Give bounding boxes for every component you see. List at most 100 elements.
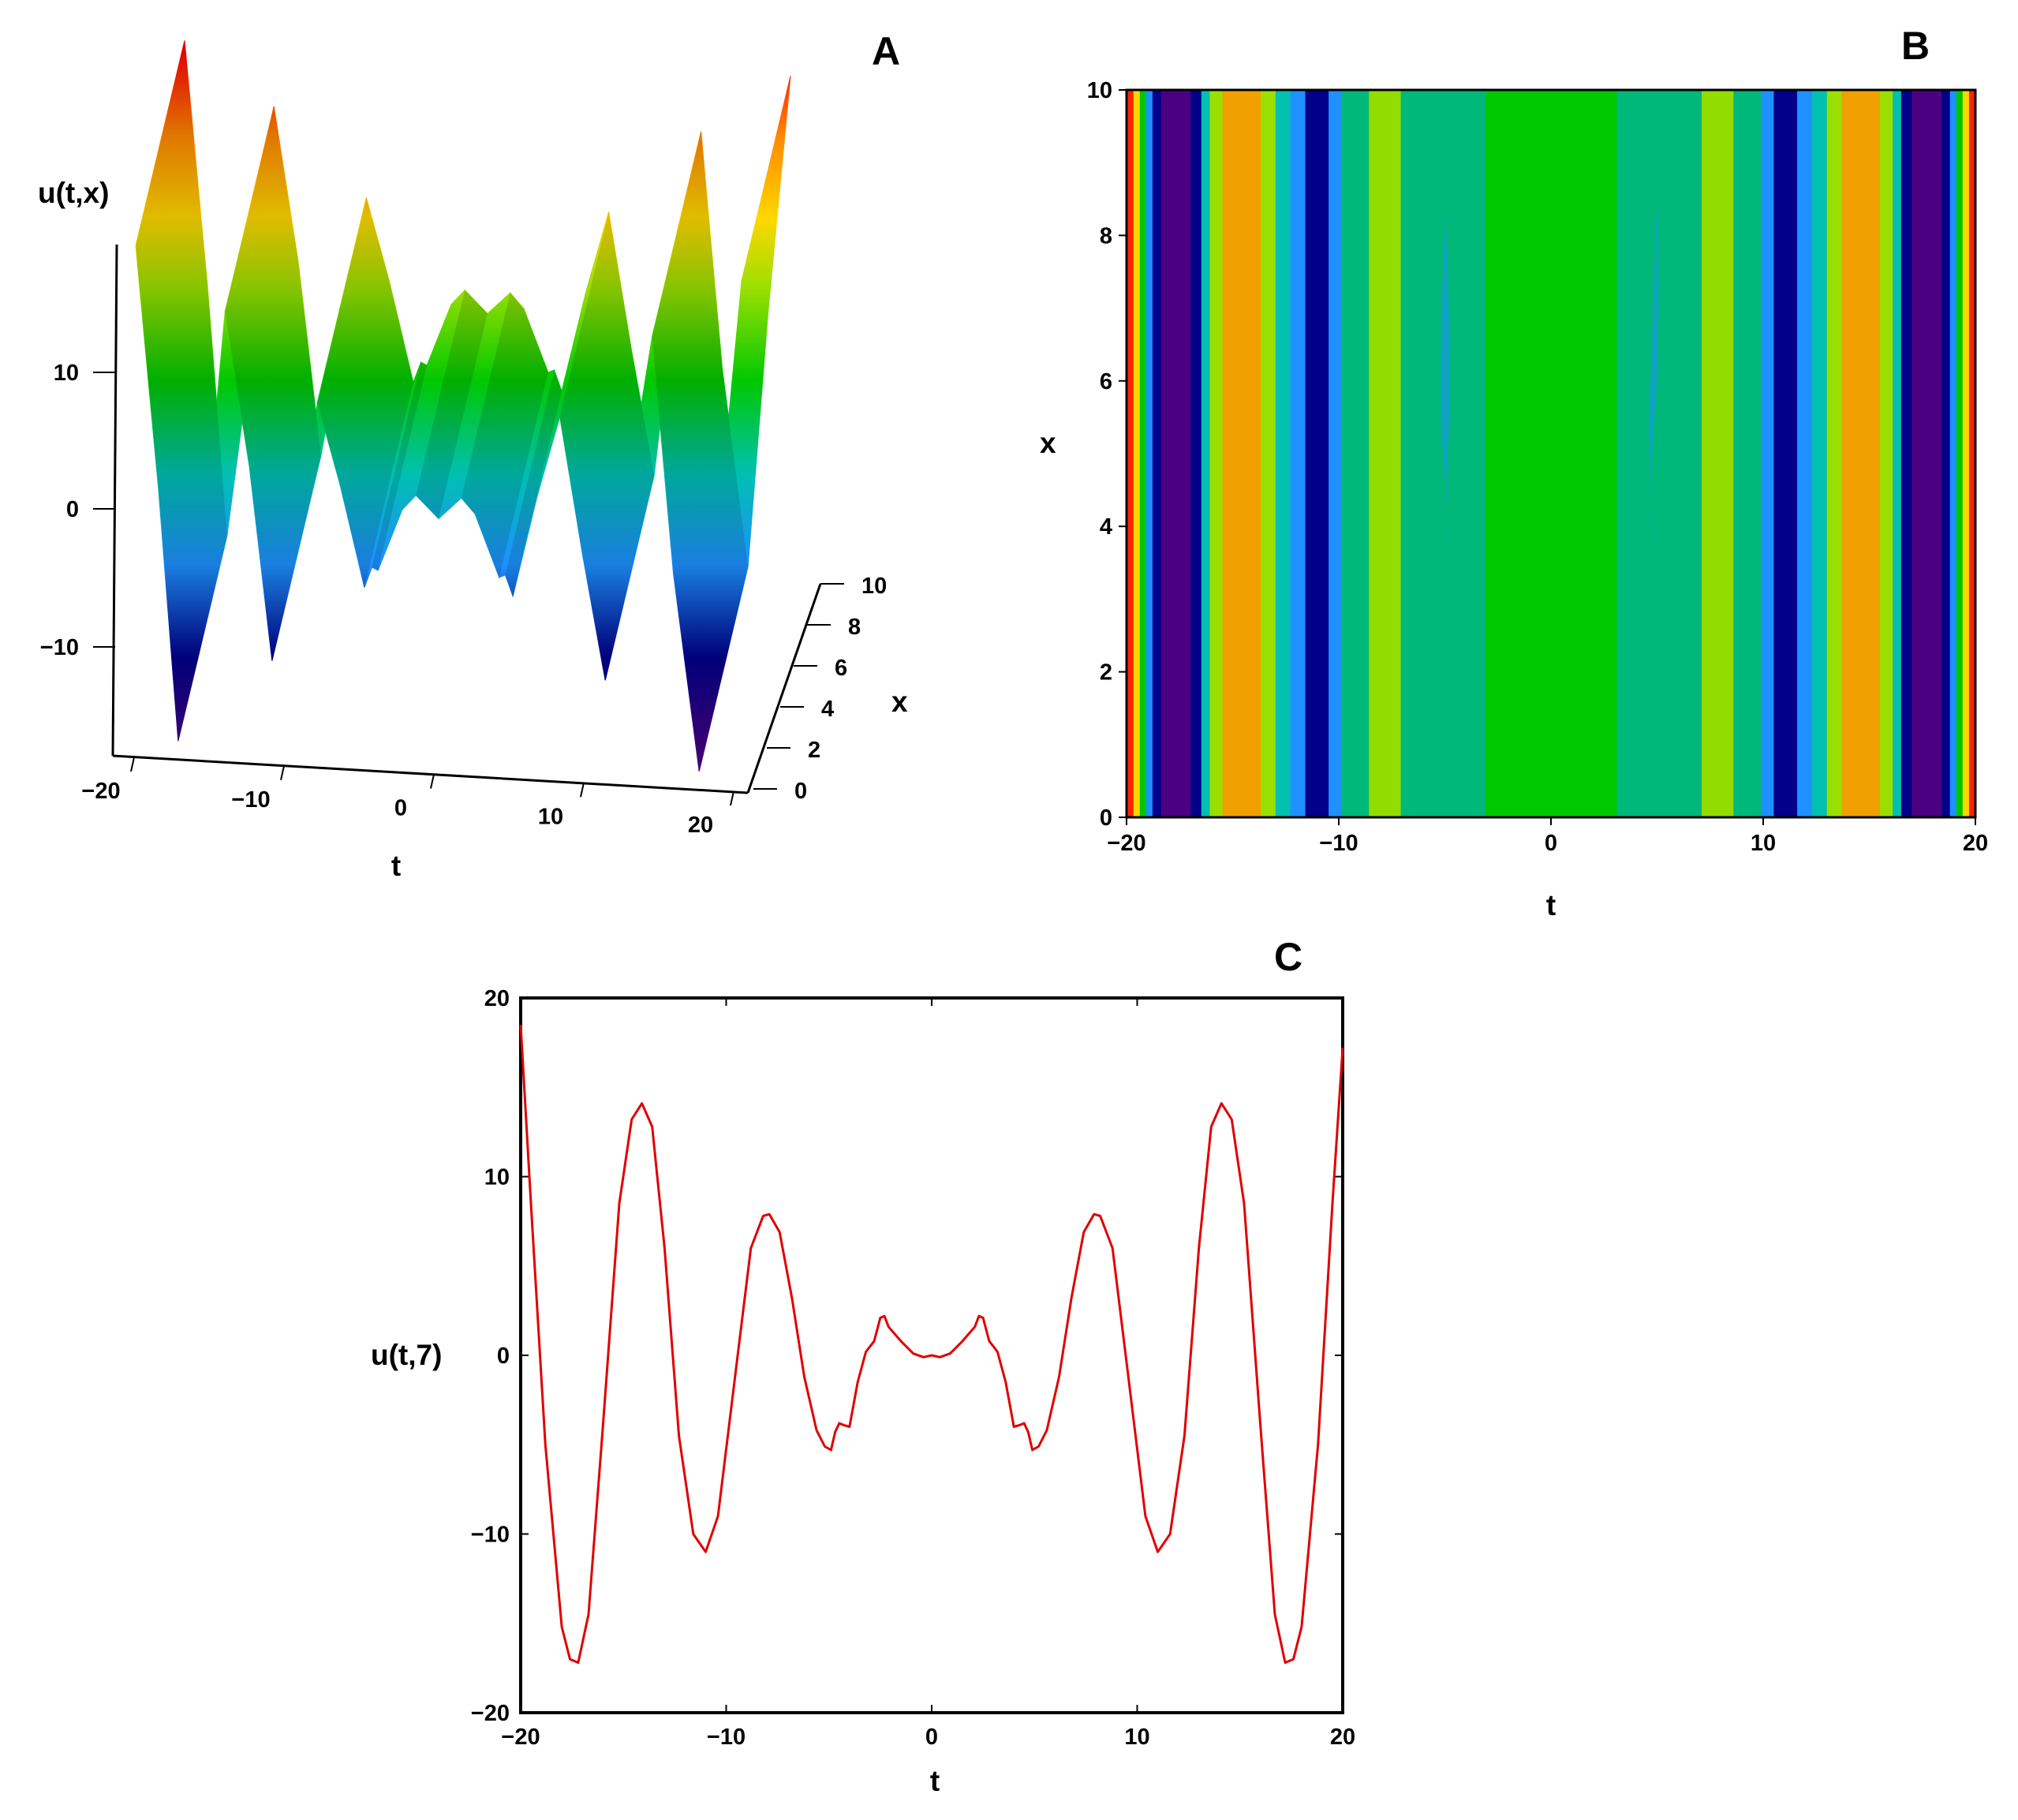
heatmap-feature-left [1441, 213, 1450, 552]
heatmap-band [1485, 90, 1552, 817]
heatmap-band [1811, 90, 1828, 817]
heatmap-band [1551, 90, 1617, 817]
heatmap-band [1201, 90, 1210, 817]
x-tick-label: −20 [501, 1725, 540, 1750]
t-tick-mark [580, 783, 585, 798]
x-axis-line [746, 583, 822, 794]
heatmap-band [1368, 90, 1401, 817]
series-line-u-t-7 [519, 1024, 1344, 1665]
heatmap-band [1879, 90, 1893, 817]
heatmap-band [1733, 90, 1762, 817]
heatmap-band [1160, 90, 1191, 817]
surface-shade [673, 368, 749, 772]
panel-b-letter: B [1901, 24, 1930, 68]
surface-shade [461, 293, 525, 514]
y-tick-label: 0 [1100, 805, 1112, 831]
y-tick-label: 10 [1087, 78, 1112, 103]
surface-shade [652, 131, 723, 574]
x-tick-label: −10 [707, 1725, 746, 1750]
panel-a-letter: A [872, 29, 900, 73]
t-tick-label: 10 [538, 804, 563, 829]
heatmap-feature-right [1649, 205, 1659, 552]
heatmap-band [1893, 90, 1902, 817]
surface-shade [582, 349, 655, 681]
heatmap-band [1400, 90, 1486, 817]
heatmap-band [1275, 90, 1291, 817]
heatmap-band [1260, 90, 1276, 817]
surface-shade [559, 211, 632, 555]
x-tick-label: 0 [1545, 831, 1557, 856]
x-tick-label: 4 [821, 697, 834, 722]
surface-shade [136, 40, 207, 489]
panel-c: C −20−20 −10 −10 0 0 10 10 20 20 t u(t,7) [371, 935, 1355, 1797]
t-tick-label: −20 [81, 779, 120, 804]
panel-b-ticks: −20 −10 0 10 20 0 2 4 6 8 10 [1087, 78, 1988, 856]
surface-shade [225, 106, 298, 466]
heatmap-band [1797, 90, 1813, 817]
heatmap-band [1328, 90, 1342, 817]
heatmap-band [1304, 90, 1329, 817]
heatmap-band [1152, 90, 1161, 817]
y-tick-label: −20 [471, 1701, 510, 1726]
heatmap-band [1761, 90, 1775, 817]
heatmap-band [1841, 90, 1881, 817]
line-y-label: u(t,7) [371, 1339, 442, 1371]
z-tick-label: 10 [54, 361, 79, 386]
y-tick-label: 6 [1100, 369, 1112, 394]
x-tick-label: 0 [794, 779, 807, 804]
z-tick-label: 0 [66, 497, 79, 522]
panel-b: B −20 −10 0 10 20 0 2 4 6 8 10 t x [1040, 24, 1988, 921]
t-tick-label: 20 [688, 813, 713, 838]
y-tick-label: 0 [497, 1344, 510, 1369]
heatmap-band [1127, 90, 1134, 817]
heatmap-band [1290, 90, 1306, 817]
heatmap-y-label: x [1040, 427, 1056, 459]
heatmap-band [1968, 90, 1976, 817]
heatmap-band [1773, 90, 1798, 817]
t-tick-mark [280, 765, 285, 780]
heatmap-band [1826, 90, 1843, 817]
heatmap-band [1139, 90, 1146, 817]
surface-shade [158, 283, 227, 742]
surface-strip [718, 76, 791, 521]
heatmap-band [1616, 90, 1702, 817]
panel-c-letter: C [1274, 935, 1302, 979]
line-x-label: t [930, 1765, 940, 1797]
surface-shade [317, 197, 390, 486]
surface-plot [135, 40, 791, 772]
x-tick-label: 10 [861, 574, 887, 599]
y-tick-label: 4 [1100, 514, 1112, 540]
heatmap-band [1911, 90, 1942, 817]
surface-shade [372, 362, 428, 570]
heatmap-band [1941, 90, 1951, 817]
heatmap-band [1900, 90, 1912, 817]
z-axis-line [111, 244, 118, 757]
t-tick-label: −10 [231, 787, 270, 813]
y-tick-label: 20 [484, 986, 510, 1011]
y-tick-label: 10 [484, 1165, 510, 1190]
surface-shade [340, 280, 413, 588]
t-tick-label: 0 [394, 796, 407, 821]
x-axis-label: x [891, 686, 908, 718]
panel-c-ticks: −20−20 −10 −10 0 0 10 10 20 20 [471, 986, 1355, 1750]
t-tick-mark [130, 757, 135, 772]
heatmap-band [1949, 90, 1957, 817]
surface-shade [475, 308, 548, 577]
heatmap-band [1701, 90, 1734, 817]
heatmap-band [1133, 90, 1140, 817]
heatmap-band [1209, 90, 1223, 817]
x-tick-label: 8 [848, 615, 861, 640]
x-tick-label: 10 [1124, 1725, 1149, 1750]
x-tick-label: 20 [1330, 1725, 1355, 1750]
t-tick-mark [430, 774, 435, 789]
heatmap-band [1956, 90, 1964, 817]
surface-shade [416, 290, 488, 519]
heatmap-band [1190, 90, 1201, 817]
surface-shade [249, 260, 321, 661]
heatmap-band [1962, 90, 1970, 817]
t-axis-label: t [391, 850, 401, 882]
x-tick-label: 20 [1963, 831, 1988, 856]
heatmap-band [1222, 90, 1261, 817]
